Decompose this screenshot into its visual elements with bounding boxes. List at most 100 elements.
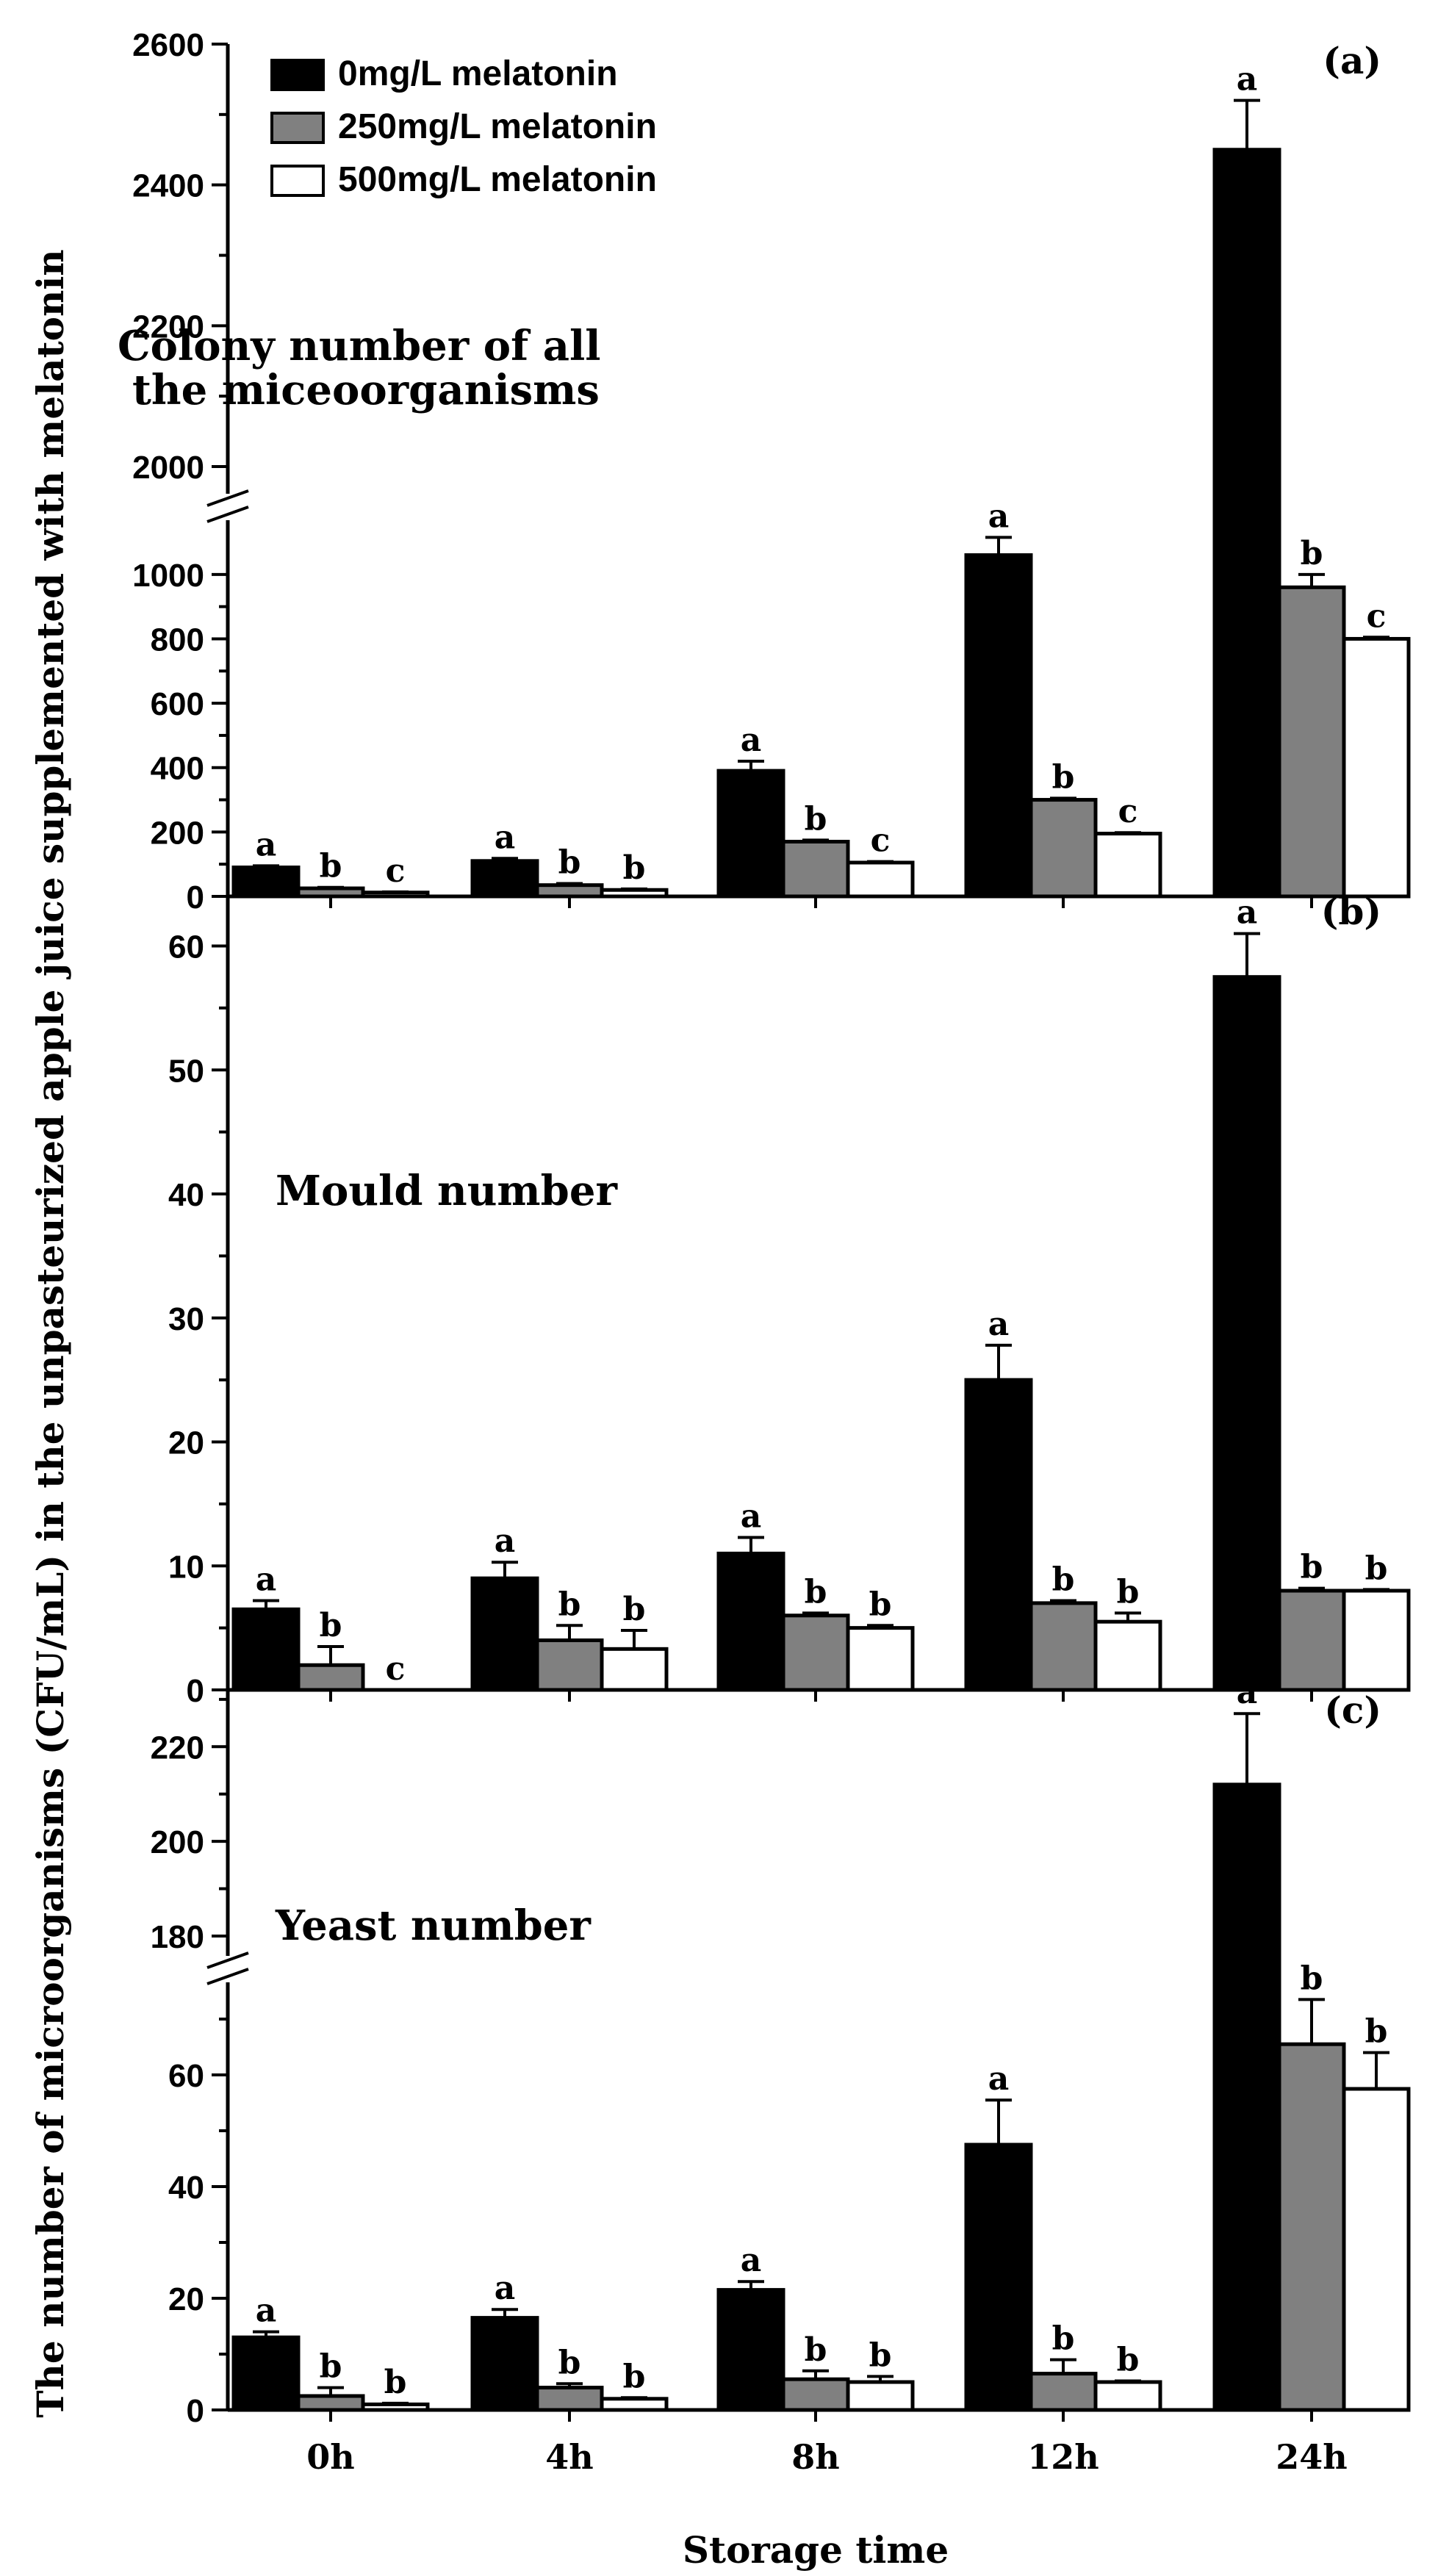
bar	[535, 883, 604, 899]
bar	[846, 1626, 915, 1692]
significance-letter: a	[1237, 1674, 1258, 1711]
y-tick-label: 40	[168, 1177, 204, 1213]
significance-letter: c	[1118, 793, 1138, 830]
significance-letter: a	[988, 1306, 1010, 1343]
significance-letter: a	[988, 2060, 1010, 2098]
significance-letter: b	[623, 2358, 646, 2395]
significance-letter: a	[741, 722, 762, 759]
y-tick-label: 2400	[132, 168, 204, 204]
bar	[296, 2394, 365, 2412]
significance-letter: a	[256, 2292, 277, 2330]
significance-letter: a	[495, 819, 516, 856]
bar	[470, 859, 539, 899]
bar	[535, 2386, 604, 2412]
significance-letter: b	[320, 1607, 342, 1644]
bar	[1342, 1589, 1411, 1692]
significance-letter: c	[386, 852, 406, 890]
legend: 0mg/L melatonin 250mg/L melatonin 500mg/L …	[270, 54, 657, 199]
chart-panel-2: 0 10 20 30 40 50 60 a a a a a b b b b b c b b b b (b) Mould num…	[168, 890, 1411, 1709]
bar	[781, 1613, 850, 1692]
bar	[1029, 1601, 1098, 1692]
y-tick-label: 800	[151, 622, 204, 658]
y-tick-label: 220	[151, 1730, 204, 1766]
significance-letter: a	[741, 2242, 762, 2279]
legend-swatch	[270, 59, 325, 91]
bar	[1212, 148, 1281, 899]
legend-label: 500mg/L melatonin	[338, 160, 657, 199]
significance-letter: b	[623, 1591, 646, 1628]
significance-letter: b	[805, 800, 827, 838]
significance-letter: a	[495, 2270, 516, 2307]
y-tick-label: 2000	[132, 450, 204, 486]
bar	[1277, 1589, 1346, 1692]
axis-break-mark	[206, 506, 249, 523]
significance-letter: a	[1237, 894, 1258, 932]
bar	[964, 2143, 1033, 2412]
bar	[1093, 832, 1162, 899]
y-tick-label: 400	[151, 751, 204, 787]
bar	[470, 1576, 539, 1692]
bar	[964, 553, 1033, 899]
y-tick-label: 0	[187, 2393, 204, 2429]
x-tick-label: 4h	[545, 2437, 593, 2477]
bar	[716, 1551, 785, 1692]
bar	[964, 1378, 1033, 1692]
significance-letter: b	[1052, 2320, 1075, 2358]
legend-swatch	[270, 112, 325, 144]
panel-label: (c)	[1324, 1688, 1381, 1732]
significance-letter: c	[1367, 597, 1387, 635]
y-tick-label: 10	[168, 1549, 204, 1585]
bar	[1342, 2087, 1411, 2412]
x-tick-label: 0h	[306, 2437, 354, 2477]
y-tick-label: 180	[151, 1919, 204, 1955]
significance-letter: a	[1237, 61, 1258, 98]
bar	[1212, 1782, 1281, 2412]
bar	[296, 886, 365, 899]
panel-title: Colony number of all	[118, 322, 601, 370]
bar	[361, 2402, 430, 2412]
significance-letter: b	[1365, 1550, 1388, 1587]
y-tick-label: 20	[168, 1425, 204, 1461]
bar	[1029, 798, 1098, 899]
bar	[231, 866, 301, 899]
significance-letter: a	[741, 1497, 762, 1535]
y-tick-label: 200	[151, 1824, 204, 1860]
y-tick-label: 30	[168, 1301, 204, 1337]
significance-letter: b	[869, 2336, 892, 2374]
x-tick-label: 12h	[1027, 2437, 1099, 2477]
significance-letter: a	[256, 826, 277, 863]
significance-letter: a	[495, 1522, 516, 1560]
significance-letter: b	[320, 848, 342, 885]
panel-label: (b)	[1321, 890, 1381, 933]
bar	[781, 840, 850, 899]
y-tick-label: 2600	[132, 27, 204, 63]
y-tick-label: 40	[168, 2170, 204, 2206]
panel-title: Yeast number	[275, 1902, 592, 1950]
bar	[231, 1607, 301, 1692]
bar	[1212, 975, 1281, 1692]
significance-letter: b	[805, 1573, 827, 1611]
significance-letter: c	[386, 1650, 406, 1688]
significance-letter: b	[558, 843, 581, 881]
significance-letter: b	[1117, 1573, 1140, 1611]
bar	[600, 2397, 669, 2412]
y-tick-label: 60	[168, 2058, 204, 2094]
significance-letter: b	[558, 1586, 581, 1623]
significance-letter: b	[805, 2331, 827, 2369]
bar	[600, 888, 669, 899]
significance-letter: a	[256, 1561, 277, 1599]
chart-panel-1: 0 200 400 600 800 1000 2000 2200 2400 2600 a a a a a b b…	[118, 27, 1411, 915]
bar	[470, 2316, 539, 2412]
significance-letter: c	[871, 822, 891, 860]
bar	[716, 2288, 785, 2412]
bar	[846, 860, 915, 899]
y-tick-label: 0	[187, 879, 204, 915]
bar	[1277, 2042, 1346, 2412]
legend-label: 0mg/L melatonin	[338, 54, 618, 93]
significance-letter: b	[1052, 1561, 1075, 1599]
significance-letter: b	[623, 849, 646, 887]
y-tick-label: 1000	[132, 558, 204, 594]
x-axis-title: Storage time	[683, 2528, 949, 2572]
